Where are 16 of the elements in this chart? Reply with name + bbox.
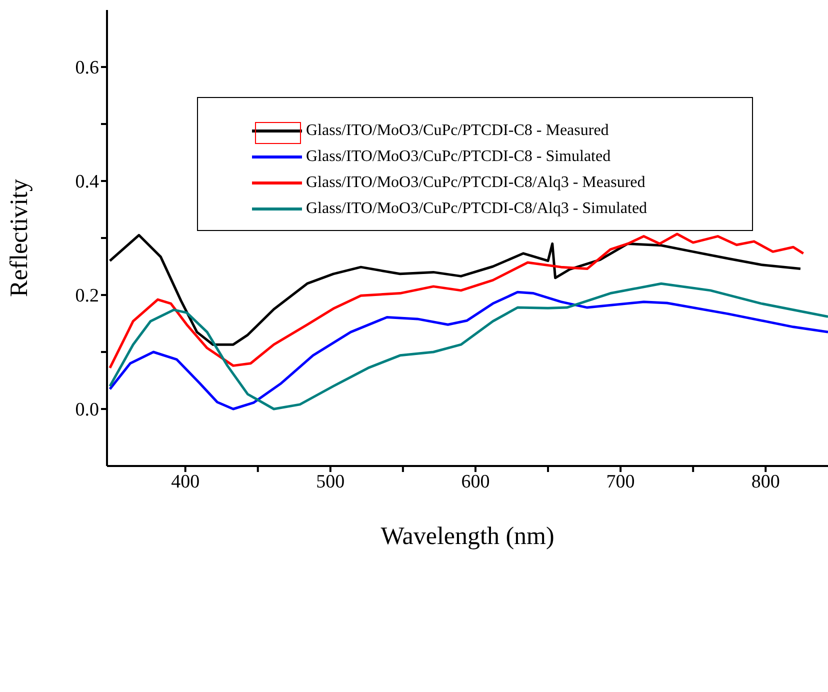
x-tick-label: 700 [606,471,635,492]
x-tick-label: 500 [316,471,345,492]
x-tick-label: 800 [751,471,780,492]
legend-label: Glass/ITO/MoO3/CuPc/PTCDI-C8 - Measured [306,122,609,140]
y-tick-label: 0.0 [75,400,99,421]
y-axis-title: Reflectivity [6,178,33,298]
legend-label: Glass/ITO/MoO3/CuPc/PTCDI-C8/Alq3 - Measured [306,174,646,192]
legend-label: Glass/ITO/MoO3/CuPc/PTCDI-C8 - Simulated [306,148,611,166]
y-tick-label: 0.6 [75,58,99,79]
x-axis-title: Wavelength (nm) [380,523,554,550]
x-tick-label: 400 [171,471,200,492]
y-tick-label: 0.2 [75,286,99,307]
y-tick-label: 0.4 [75,172,100,193]
legend-label: Glass/ITO/MoO3/CuPc/PTCDI-C8/Alq3 - Simulated [306,200,648,218]
x-tick-label: 600 [461,471,490,492]
line-series [108,232,805,370]
